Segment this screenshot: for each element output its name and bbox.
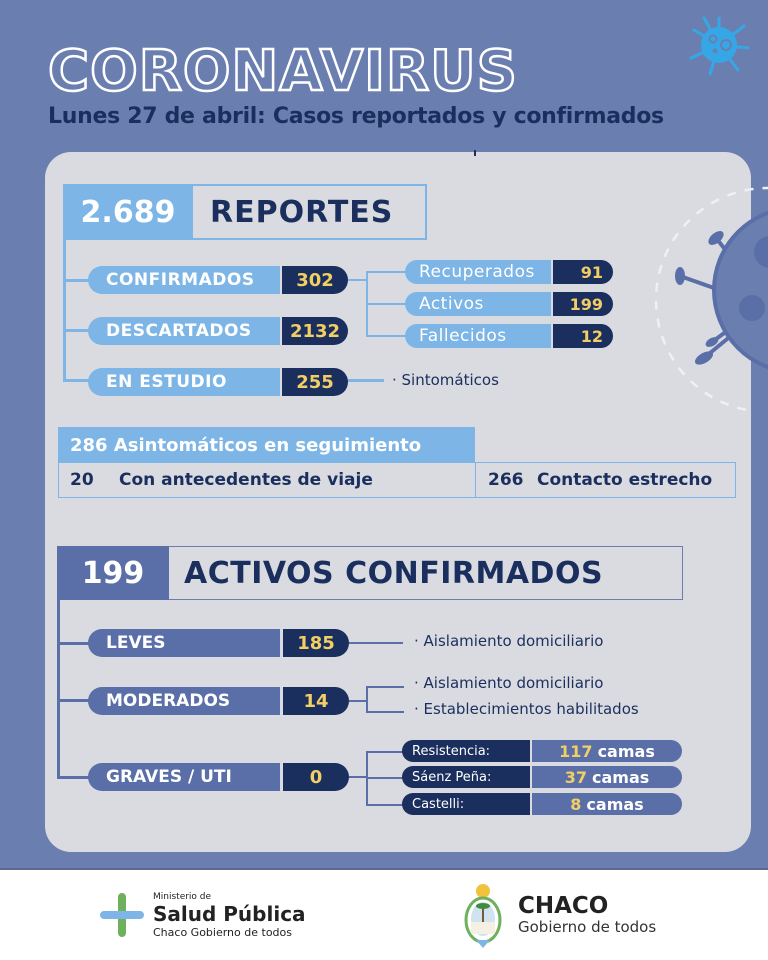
divider-mark [474, 150, 476, 156]
moderados-label: MODERADOS [88, 687, 280, 715]
moderados-note-1: · Aislamiento domiciliario [414, 674, 604, 692]
ministerio-name: Salud Pública [153, 902, 306, 926]
moderados-note-2: · Establecimientos habilitados [414, 700, 639, 718]
tree-connector [366, 335, 408, 337]
descartados-label: DESCARTADOS [88, 317, 280, 345]
tree-connector [63, 279, 91, 282]
recuperados-value: 91 [553, 260, 613, 284]
leves-value: 185 [283, 629, 349, 657]
tree-connector [366, 751, 406, 753]
tree-connector [366, 711, 404, 713]
tree-connector [57, 699, 91, 702]
tree-connector [348, 279, 366, 281]
tree-connector [348, 379, 384, 382]
chaco-name: CHACO [518, 893, 609, 919]
tree-connector [366, 804, 406, 806]
tree-connector [366, 303, 408, 305]
activos-label: ACTIVOS CONFIRMADOS [184, 555, 604, 591]
fallecidos-label: Fallecidos [405, 324, 551, 348]
asintomaticos-row [58, 462, 736, 498]
descartados-value: 2132 [282, 317, 348, 345]
en-estudio-label: EN ESTUDIO [88, 368, 280, 396]
hospital-saenz-pena: Sáenz Peña: [402, 766, 530, 788]
leves-label: LEVES [88, 629, 280, 657]
confirmados-value: 302 [282, 266, 348, 294]
camas-castelli: 8 camas [532, 793, 682, 815]
moderados-value: 14 [283, 687, 349, 715]
reportes-total: 2.689 [63, 184, 193, 240]
confirmados-label: CONFIRMADOS [88, 266, 280, 294]
viaje-label: Con antecedentes de viaje [119, 470, 373, 490]
tree-connector [63, 329, 91, 332]
camas-saenz-pena: 37 camas [532, 766, 682, 788]
reportes-label: REPORTES [210, 194, 394, 230]
activos-total: 199 [57, 546, 169, 600]
graves-label: GRAVES / UTI [88, 763, 280, 791]
activos-label: Activos [405, 292, 551, 316]
tree-connector [366, 686, 368, 712]
footer-divider [0, 868, 768, 870]
graves-value: 0 [283, 763, 349, 791]
tree-connector [63, 240, 66, 382]
tree-connector [349, 642, 403, 644]
tree-connector [349, 776, 367, 778]
hospital-castelli: Castelli: [402, 793, 530, 815]
viaje-count: 20 [70, 470, 94, 490]
camas-count: 37 [564, 767, 587, 787]
ministerio-subtitle: Chaco Gobierno de todos [153, 926, 292, 939]
tree-connector [57, 776, 91, 779]
health-cross-icon [100, 893, 144, 937]
contacto-count: 266 [488, 470, 524, 490]
tree-connector [366, 271, 408, 273]
en-estudio-value: 255 [282, 368, 348, 396]
camas-count: 117 [559, 741, 593, 761]
hospital-resistencia: Resistencia: [402, 740, 530, 762]
virus-illustration-icon [654, 186, 768, 420]
asintomaticos-header: 286 Asintomáticos en seguimiento [58, 427, 475, 463]
chaco-subtitle: Gobierno de todos [518, 918, 657, 936]
tree-connector [63, 379, 91, 382]
tree-connector [366, 686, 404, 688]
chaco-coat-of-arms-icon [464, 884, 502, 948]
tree-connector [57, 642, 91, 645]
camas-resistencia: 117 camas [532, 740, 682, 762]
tree-connector [366, 777, 406, 779]
asintomaticos-divider [475, 462, 476, 498]
tree-connector [349, 700, 367, 702]
recuperados-label: Recuperados [405, 260, 551, 284]
sintomaticos-note: · Sintomáticos [392, 371, 499, 389]
virus-icon [689, 16, 750, 76]
ministerio-prefix: Ministerio de [153, 892, 212, 902]
contacto-label: Contacto estrecho [537, 470, 713, 490]
leves-note: · Aislamiento domiciliario [414, 632, 604, 650]
tree-connector [57, 600, 60, 778]
page-title: CORONAVIRUS [47, 38, 518, 105]
camas-unit: camas [586, 794, 644, 814]
camas-count: 8 [570, 794, 582, 814]
camas-unit: camas [591, 767, 650, 787]
page-subtitle: Lunes 27 de abril: Casos reportados y co… [48, 104, 664, 129]
fallecidos-value: 12 [553, 324, 613, 348]
activos-value: 199 [553, 292, 613, 316]
camas-unit: camas [597, 741, 655, 761]
